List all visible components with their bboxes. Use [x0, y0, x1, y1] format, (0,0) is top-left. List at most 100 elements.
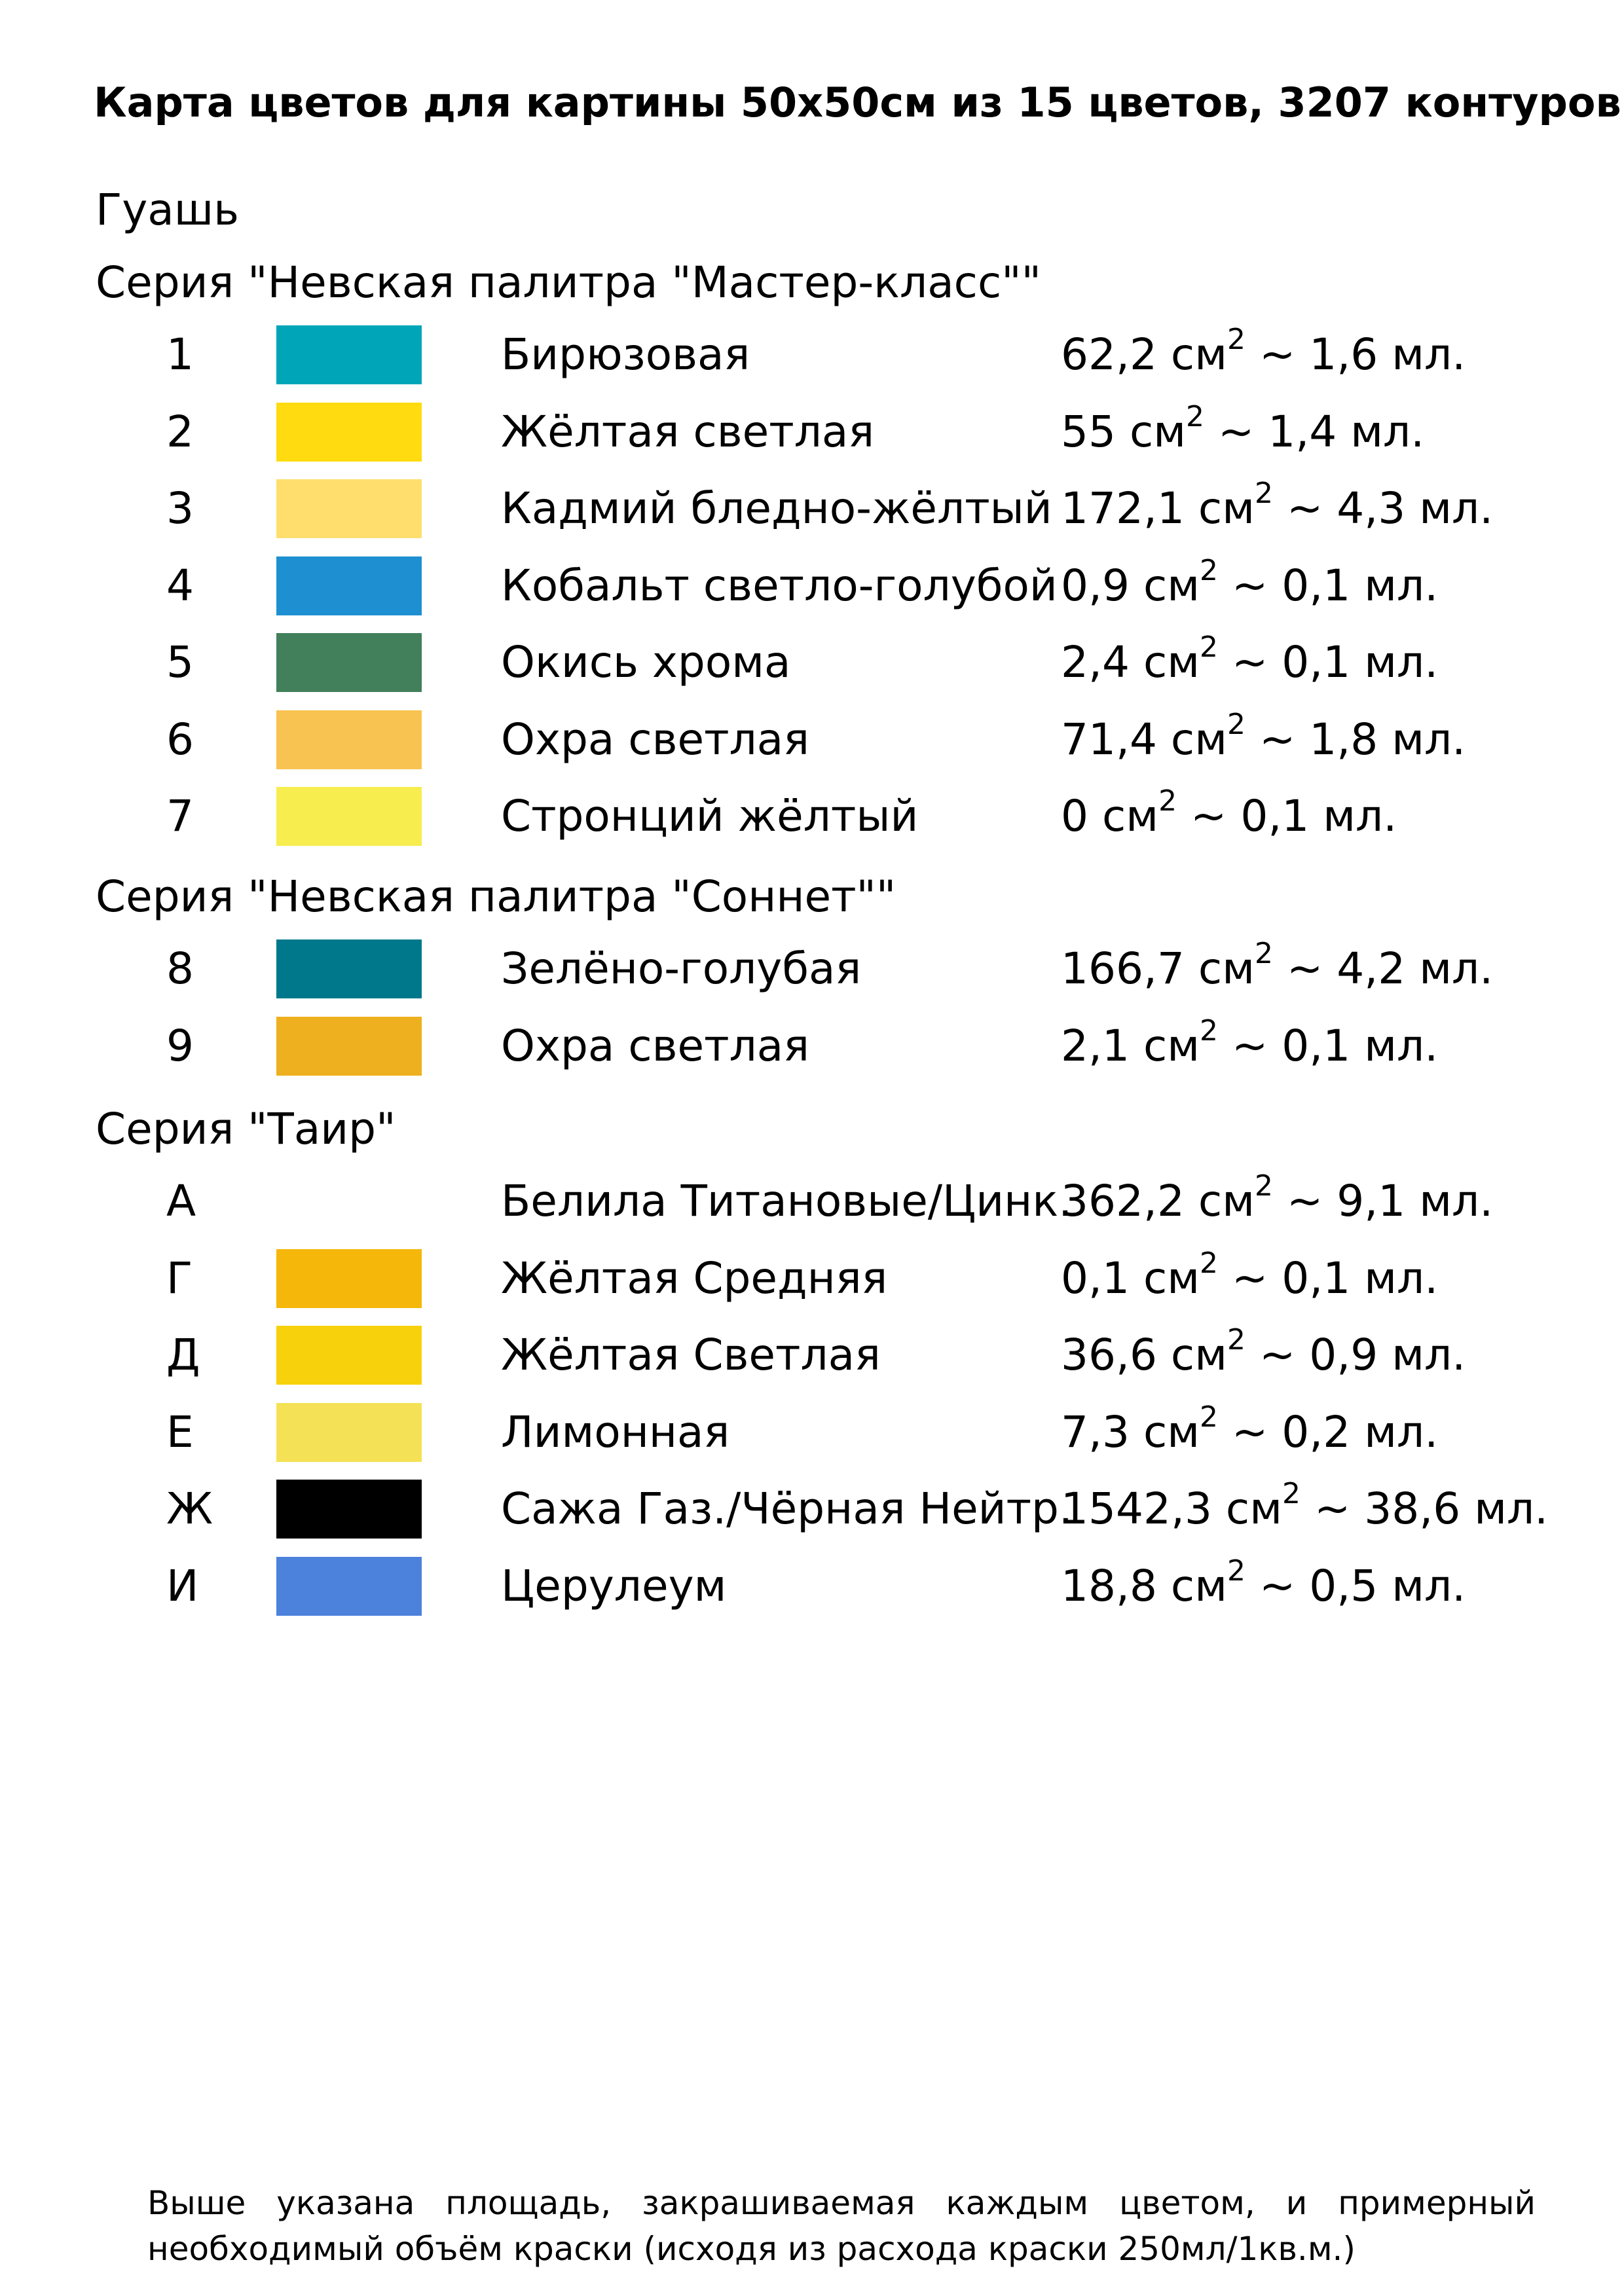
medium-label: Гуашь	[96, 185, 240, 235]
area-value: 166,7 см	[1061, 943, 1255, 994]
volume-value: ~ 0,1 мл.	[1232, 560, 1439, 611]
area-value: 362,2 см	[1061, 1176, 1255, 1226]
color-row: 4 Кобальт светло-голубой 0,9 см2 ~ 0,1 мл.	[0, 556, 1624, 615]
color-swatch	[276, 939, 422, 998]
color-amount: 166,7 см2 ~ 4,2 мл.	[1061, 939, 1493, 998]
page-title: Карта цветов для картины 50х50см из 15 ц…	[94, 79, 1621, 126]
area-exponent: 2	[1186, 400, 1205, 434]
area-value: 62,2 см	[1061, 329, 1228, 380]
volume-value: ~ 9,1 мл.	[1287, 1176, 1494, 1226]
area-exponent: 2	[1200, 1247, 1219, 1281]
area-exponent: 2	[1200, 1400, 1219, 1434]
area-exponent: 2	[1200, 1014, 1219, 1048]
color-swatch	[276, 325, 422, 384]
color-swatch	[276, 1403, 422, 1462]
color-code: А	[166, 1176, 196, 1226]
area-value: 172,1 см	[1061, 483, 1255, 534]
area-exponent: 2	[1200, 630, 1219, 665]
color-amount: 2,4 см2 ~ 0,1 мл.	[1061, 633, 1438, 692]
volume-value: ~ 1,6 мл.	[1259, 329, 1466, 380]
volume-value: ~ 4,3 мл.	[1287, 483, 1494, 534]
area-value: 0,1 см	[1061, 1253, 1200, 1303]
color-code: 6	[166, 714, 194, 765]
color-code: Е	[166, 1407, 194, 1457]
color-name: Охра светлая	[501, 1021, 809, 1071]
color-swatch	[276, 556, 422, 615]
area-exponent: 2	[1227, 1323, 1246, 1357]
color-amount: 0 см2 ~ 0,1 мл.	[1061, 787, 1397, 846]
area-value: 0,9 см	[1061, 560, 1200, 611]
area-value: 18,8 см	[1061, 1561, 1228, 1611]
area-exponent: 2	[1255, 937, 1274, 971]
color-name: Зелёно-голубая	[501, 943, 862, 994]
color-name: Стронций жёлтый	[501, 791, 919, 841]
color-row: 8 Зелёно-голубая 166,7 см2 ~ 4,2 мл.	[0, 939, 1624, 998]
color-name: Кадмий бледно-жёлтый	[501, 483, 1052, 534]
color-name: Жёлтая Светлая	[501, 1330, 881, 1380]
color-swatch	[276, 479, 422, 538]
color-code: 7	[166, 791, 194, 841]
area-exponent: 2	[1227, 323, 1246, 357]
color-row: 7 Стронций жёлтый 0 см2 ~ 0,1 мл.	[0, 787, 1624, 846]
color-row: 1 Бирюзовая 62,2 см2 ~ 1,6 мл.	[0, 325, 1624, 384]
color-code: 5	[166, 637, 194, 687]
color-code: 1	[166, 329, 194, 380]
color-amount: 362,2 см2 ~ 9,1 мл.	[1061, 1172, 1493, 1231]
area-value: 2,1 см	[1061, 1021, 1200, 1071]
color-code: 4	[166, 560, 194, 611]
color-row: Е Лимонная 7,3 см2 ~ 0,2 мл.	[0, 1403, 1624, 1462]
volume-value: ~ 1,4 мл.	[1218, 407, 1425, 457]
color-swatch	[276, 1017, 422, 1076]
area-value: 2,4 см	[1061, 637, 1200, 687]
area-exponent: 2	[1200, 554, 1219, 588]
color-name: Охра светлая	[501, 714, 809, 765]
color-row: 2 Жёлтая светлая 55 см2 ~ 1,4 мл.	[0, 403, 1624, 462]
color-swatch	[276, 1557, 422, 1616]
color-amount: 62,2 см2 ~ 1,6 мл.	[1061, 325, 1466, 384]
color-name: Лимонная	[501, 1407, 730, 1457]
color-row: И Церулеум 18,8 см2 ~ 0,5 мл.	[0, 1557, 1624, 1616]
color-swatch	[276, 1326, 422, 1385]
area-value: 0 см	[1061, 791, 1159, 841]
area-value: 71,4 см	[1061, 714, 1228, 765]
color-amount: 1542,3 см2 ~ 38,6 мл.	[1061, 1480, 1548, 1539]
color-row: А Белила Титановые/Цинк. 362,2 см2 ~ 9,1 м…	[0, 1172, 1624, 1231]
area-exponent: 2	[1255, 477, 1274, 511]
color-amount: 55 см2 ~ 1,4 мл.	[1061, 403, 1424, 462]
series-heading: Серия "Невская палитра "Соннет""	[96, 871, 896, 922]
series-heading: Серия "Таир"	[96, 1104, 396, 1154]
color-row: 9 Охра светлая 2,1 см2 ~ 0,1 мл.	[0, 1017, 1624, 1076]
color-row: Г Жёлтая Средняя 0,1 см2 ~ 0,1 мл.	[0, 1249, 1624, 1308]
volume-value: ~ 0,1 мл.	[1232, 1021, 1439, 1071]
color-code: Ж	[166, 1484, 213, 1534]
volume-value: ~ 4,2 мл.	[1287, 943, 1494, 994]
color-row: Д Жёлтая Светлая 36,6 см2 ~ 0,9 мл.	[0, 1326, 1624, 1385]
area-exponent: 2	[1282, 1477, 1301, 1511]
color-swatch	[276, 403, 422, 462]
color-row: 3 Кадмий бледно-жёлтый 172,1 см2 ~ 4,3 мл.	[0, 479, 1624, 538]
color-name: Окись хрома	[501, 637, 791, 687]
volume-value: ~ 0,1 мл.	[1232, 1253, 1439, 1303]
series-heading: Серия "Невская палитра "Мастер-класс""	[96, 257, 1041, 308]
color-amount: 18,8 см2 ~ 0,5 мл.	[1061, 1557, 1466, 1616]
area-exponent: 2	[1158, 784, 1177, 818]
area-exponent: 2	[1227, 1554, 1246, 1588]
color-name: Церулеум	[501, 1561, 727, 1611]
volume-value: ~ 38,6 мл.	[1314, 1484, 1549, 1534]
color-amount: 7,3 см2 ~ 0,2 мл.	[1061, 1403, 1438, 1462]
color-name: Сажа Газ./Чёрная Нейтр.	[501, 1484, 1073, 1534]
color-swatch	[276, 1480, 422, 1539]
color-amount: 71,4 см2 ~ 1,8 мл.	[1061, 710, 1466, 769]
color-row: 6 Охра светлая 71,4 см2 ~ 1,8 мл.	[0, 710, 1624, 769]
color-swatch	[276, 1249, 422, 1308]
color-amount: 0,1 см2 ~ 0,1 мл.	[1061, 1249, 1438, 1308]
volume-value: ~ 0,5 мл.	[1259, 1561, 1466, 1611]
volume-value: ~ 0,9 мл.	[1259, 1330, 1466, 1380]
color-swatch	[276, 633, 422, 692]
color-code: 3	[166, 483, 194, 534]
color-swatch	[276, 1172, 422, 1231]
area-exponent: 2	[1255, 1169, 1274, 1203]
color-name: Бирюзовая	[501, 329, 750, 380]
color-swatch	[276, 710, 422, 769]
color-swatch	[276, 787, 422, 846]
